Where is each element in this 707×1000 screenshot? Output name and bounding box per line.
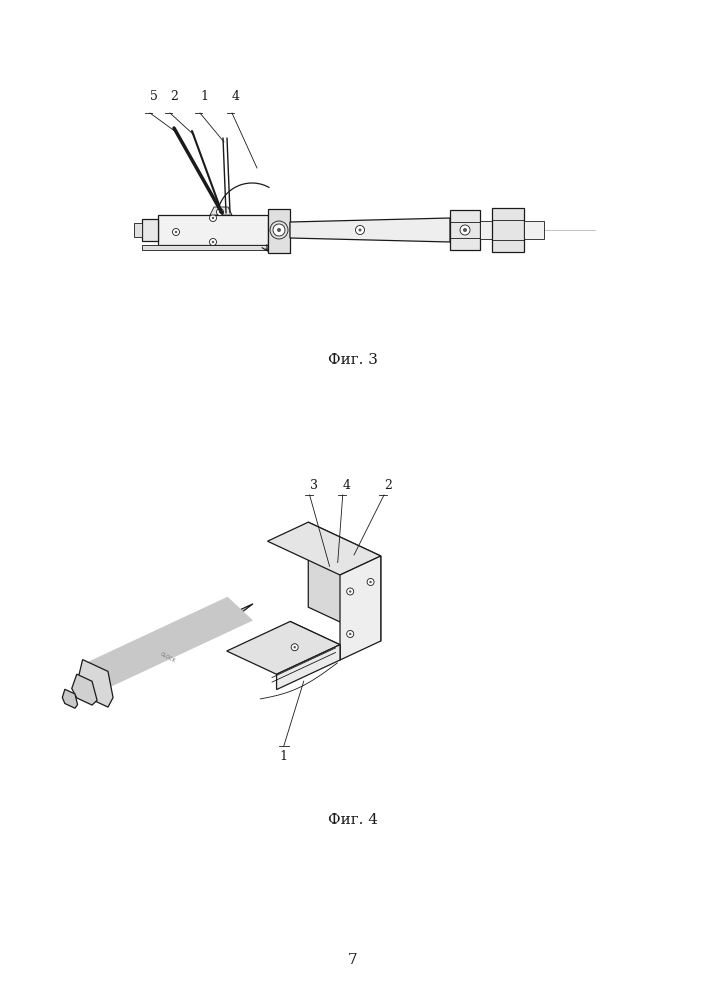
Polygon shape <box>290 621 340 660</box>
Circle shape <box>277 228 281 232</box>
Bar <box>480 221 492 239</box>
Text: 2: 2 <box>384 479 392 492</box>
Text: GLOCK: GLOCK <box>160 652 177 664</box>
Circle shape <box>358 229 361 232</box>
Circle shape <box>293 646 296 648</box>
Text: Фиг. 3: Фиг. 3 <box>328 353 378 367</box>
Circle shape <box>209 215 216 222</box>
Polygon shape <box>290 218 450 242</box>
Circle shape <box>349 590 351 593</box>
Polygon shape <box>276 645 340 690</box>
Bar <box>524 221 544 239</box>
Bar <box>450 210 480 250</box>
Circle shape <box>367 578 374 585</box>
Circle shape <box>356 226 365 234</box>
Circle shape <box>349 633 351 635</box>
Circle shape <box>460 225 470 235</box>
Text: 2: 2 <box>170 90 178 103</box>
Circle shape <box>463 228 467 232</box>
Bar <box>142 245 268 250</box>
Polygon shape <box>71 674 97 705</box>
Text: 1: 1 <box>280 750 288 763</box>
Circle shape <box>273 224 285 236</box>
Circle shape <box>346 588 354 595</box>
Circle shape <box>216 209 223 216</box>
Polygon shape <box>227 621 340 674</box>
Circle shape <box>212 217 214 219</box>
Polygon shape <box>62 689 78 708</box>
Bar <box>142 219 158 241</box>
Circle shape <box>291 644 298 651</box>
Polygon shape <box>340 556 381 660</box>
Text: Фиг. 4: Фиг. 4 <box>328 813 378 827</box>
Polygon shape <box>83 597 253 688</box>
Polygon shape <box>210 207 232 215</box>
Circle shape <box>212 241 214 243</box>
Circle shape <box>218 211 221 213</box>
Polygon shape <box>267 522 381 575</box>
Circle shape <box>346 630 354 637</box>
Bar <box>268 209 290 253</box>
Text: 7: 7 <box>348 953 358 967</box>
Text: 4: 4 <box>232 90 240 103</box>
Bar <box>158 215 268 245</box>
Text: 5: 5 <box>150 90 158 103</box>
Text: 1: 1 <box>200 90 208 103</box>
Polygon shape <box>83 604 253 691</box>
Bar <box>492 208 524 252</box>
Circle shape <box>209 238 216 245</box>
Bar <box>134 223 142 237</box>
Polygon shape <box>308 522 381 641</box>
Circle shape <box>173 229 180 235</box>
Circle shape <box>369 581 372 583</box>
Text: 3: 3 <box>310 479 317 492</box>
Circle shape <box>175 231 177 233</box>
Polygon shape <box>78 660 113 707</box>
Text: 4: 4 <box>343 479 351 492</box>
